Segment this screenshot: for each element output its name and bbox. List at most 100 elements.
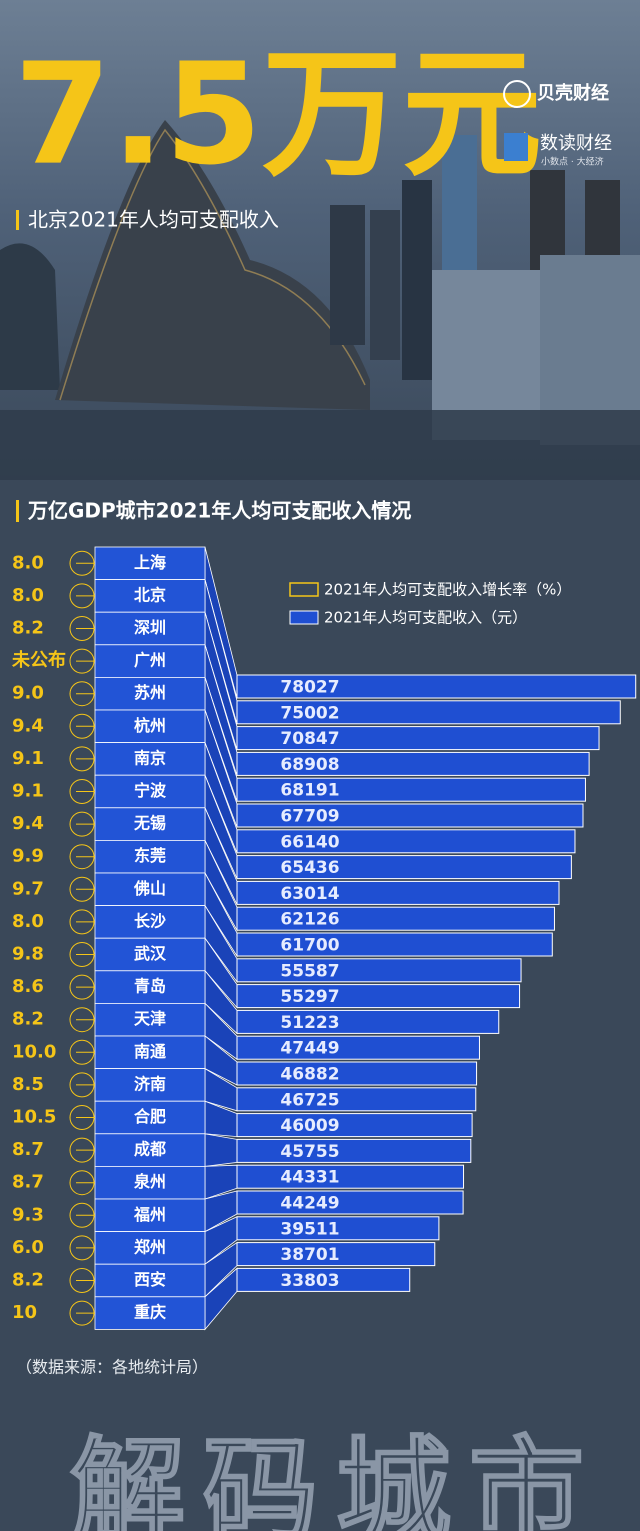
bar (236, 1138, 472, 1163)
value-label: 55297 (280, 987, 339, 1007)
bar (236, 803, 584, 828)
logo-icon (503, 80, 531, 108)
chart-title-marker (16, 500, 19, 522)
header-photo (0, 0, 640, 480)
value-label: 78027 (280, 678, 339, 698)
bar (236, 751, 590, 776)
growth-label: 8.0 (12, 552, 44, 573)
city-box (94, 742, 206, 776)
city-label: 天津 (134, 1009, 166, 1028)
city-box (94, 611, 206, 646)
value-label: 45755 (280, 1142, 339, 1162)
value-label: 66140 (280, 832, 339, 852)
growth-label: 8.7 (12, 1139, 44, 1160)
bar (236, 700, 621, 725)
city-box (94, 1035, 206, 1069)
source: （数据来源：各地统计局） (16, 1358, 208, 1377)
value-label: 65436 (280, 858, 339, 878)
value-label: 55587 (280, 961, 339, 981)
growth-label: 9.4 (12, 813, 44, 834)
growth-label: 9.1 (12, 748, 44, 769)
legend-swatch (289, 582, 319, 597)
city-box (94, 677, 206, 711)
bar (236, 1190, 464, 1215)
bar (236, 1035, 480, 1060)
value-label: 61700 (280, 936, 339, 956)
logo-icon (504, 133, 528, 161)
bar (236, 674, 637, 699)
city-label: 成都 (134, 1140, 166, 1159)
bar (236, 984, 521, 1009)
bar (236, 1164, 465, 1189)
logo: 数读财经 (540, 133, 612, 154)
value-label: 38701 (280, 1245, 339, 1265)
value-label: 46009 (280, 1116, 339, 1136)
value-label: 39511 (280, 1219, 339, 1239)
city-label: 佛山 (133, 879, 166, 898)
city-box (94, 709, 206, 743)
bar (236, 958, 522, 983)
growth-label: 8.5 (12, 1074, 44, 1095)
city-label: 无锡 (133, 814, 166, 833)
city-label: 重庆 (134, 1303, 166, 1322)
growth-label: 9.3 (12, 1204, 44, 1225)
value-label: 44331 (280, 1168, 339, 1188)
bar (236, 906, 555, 931)
subtitle-marker (16, 210, 19, 230)
legend-label: 2021年人均可支配收入（元） (324, 609, 527, 627)
growth-label: 8.2 (12, 1009, 44, 1030)
value-label: 67709 (280, 807, 339, 827)
city-box (94, 905, 206, 939)
logo: 贝壳财经 (537, 82, 609, 104)
headline: 7.5万元 (14, 34, 542, 197)
city-box (94, 970, 206, 1004)
growth-label: 9.4 (12, 715, 44, 736)
growth-label: 8.2 (12, 618, 44, 639)
bar (236, 829, 576, 854)
value-label: 47449 (280, 1039, 339, 1059)
growth-label: 8.0 (12, 585, 44, 606)
growth-label: 8.6 (12, 976, 44, 997)
bar (236, 1087, 477, 1112)
city-box (94, 1263, 206, 1298)
value-label: 44249 (280, 1194, 339, 1214)
growth-label: 未公布 (12, 649, 66, 671)
city-label: 青岛 (134, 977, 166, 996)
value-label: 62126 (280, 910, 339, 930)
city-label: 宁波 (134, 781, 167, 800)
value-label: 75002 (280, 703, 339, 723)
city-label: 苏州 (134, 683, 166, 702)
bar (236, 1113, 473, 1138)
growth-label: 8.0 (12, 911, 44, 932)
growth-label: 10 (12, 1302, 37, 1323)
city-box (94, 644, 206, 678)
city-label: 武汉 (134, 944, 167, 963)
city-label: 西安 (134, 1270, 166, 1289)
city-box (94, 1166, 206, 1200)
city-label: 南通 (134, 1042, 166, 1061)
city-label: 合肥 (134, 1107, 166, 1126)
city-label: 北京 (134, 585, 166, 604)
bar (236, 932, 553, 957)
city-label: 长沙 (134, 911, 166, 930)
bar (236, 1216, 440, 1241)
connector (204, 1133, 238, 1167)
bar (236, 1242, 436, 1267)
growth-label: 9.9 (12, 846, 44, 867)
city-box (94, 546, 206, 580)
city-label: 济南 (134, 1074, 166, 1093)
growth-label: 6.0 (12, 1237, 44, 1258)
value-label: 33803 (280, 1271, 339, 1291)
city-box (94, 1296, 206, 1330)
bar (236, 777, 586, 802)
city-label: 福州 (133, 1205, 166, 1224)
growth-label: 9.1 (12, 781, 44, 802)
growth-label: 10.5 (12, 1107, 56, 1128)
city-box (94, 1003, 206, 1037)
city-box (94, 872, 206, 906)
growth-label: 10.0 (12, 1041, 56, 1062)
bar (236, 726, 600, 751)
city-label: 广州 (134, 651, 166, 670)
growth-label: 9.0 (12, 683, 44, 704)
